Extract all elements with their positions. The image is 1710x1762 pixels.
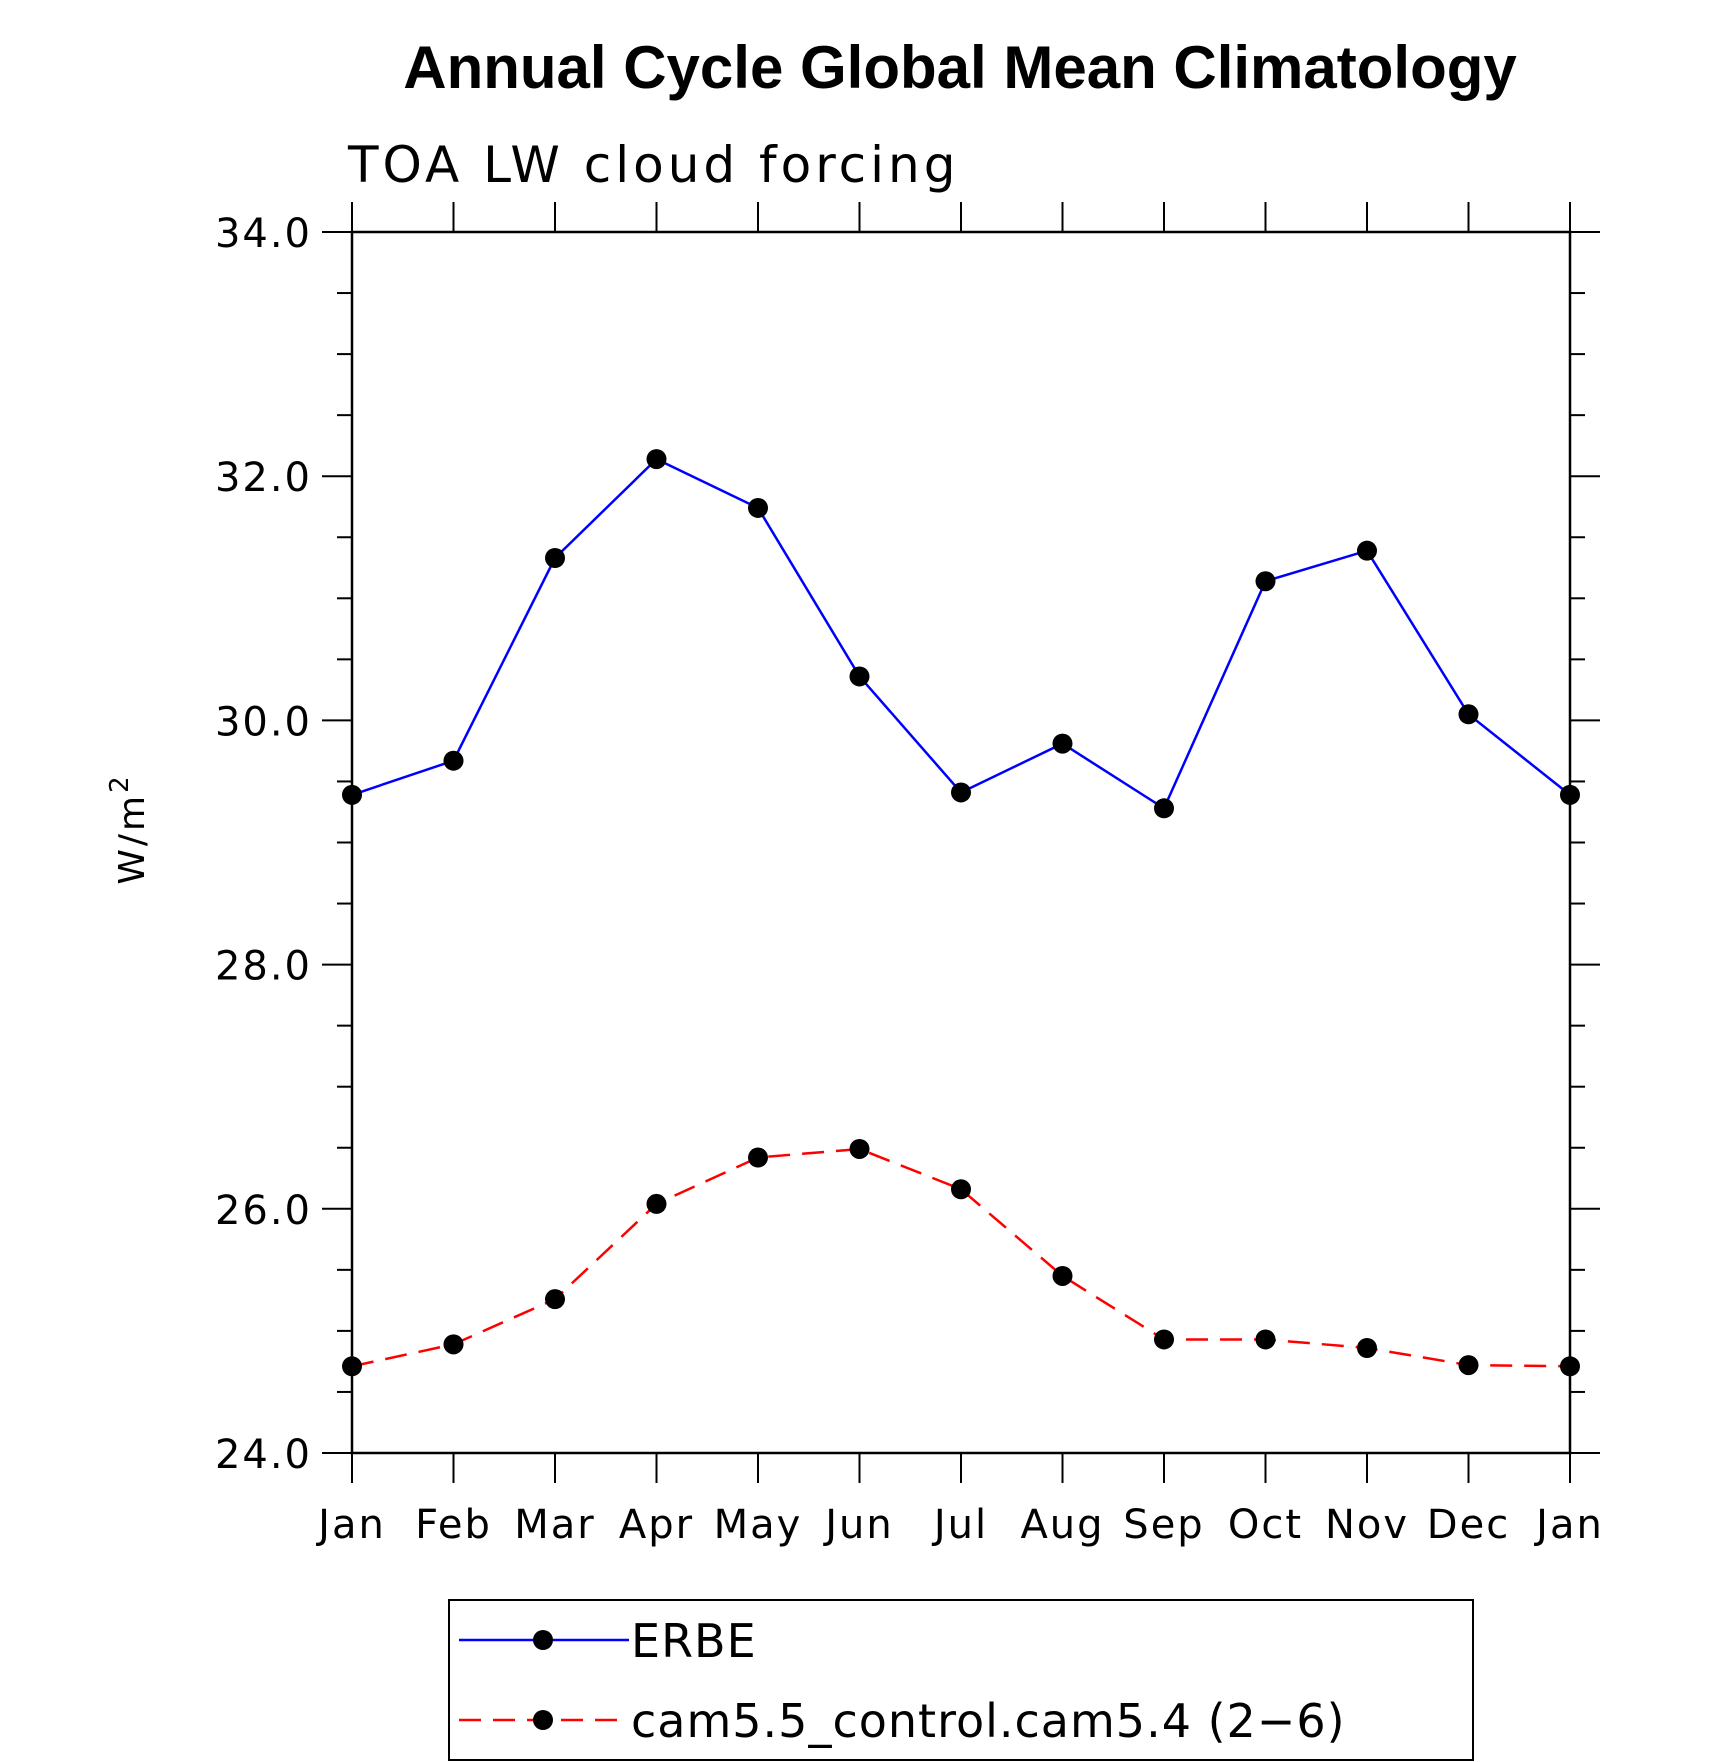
legend-entry-label: cam5.5_control.cam5.4 (2−6) — [631, 1694, 1346, 1748]
x-tick-label: May — [714, 1502, 803, 1548]
x-tick-label: Sep — [1123, 1502, 1204, 1548]
data-point — [951, 1179, 971, 1200]
data-point — [1255, 1329, 1276, 1350]
legend-box — [448, 1599, 1474, 1761]
data-point — [1154, 1329, 1174, 1350]
x-tick-label: Apr — [619, 1502, 694, 1548]
data-point — [849, 1138, 870, 1159]
svg-text:W/m2: W/m2 — [105, 773, 153, 884]
data-point — [646, 449, 667, 470]
plot-frame — [350, 230, 1572, 1455]
y-tick-label: 32.0 — [215, 455, 312, 501]
data-point — [1052, 733, 1073, 754]
series-2 — [342, 1138, 1580, 1377]
x-tick-label: Feb — [415, 1502, 492, 1548]
legend-entry-label: ERBE — [631, 1614, 757, 1668]
data-point — [1357, 540, 1377, 561]
y-tick-label: 26.0 — [215, 1188, 312, 1234]
series-line — [351, 457, 1571, 811]
y-axis-label: W/m2 — [105, 773, 153, 884]
chart-subtitle: TOA LW cloud forcing — [347, 136, 959, 194]
x-tick-label: Jan — [315, 1502, 386, 1548]
data-point — [443, 750, 464, 771]
axes: 24.0 26.0 28.0 30.0 32.0 34.0 Jan Feb Mar Apr May J… — [215, 202, 1604, 1548]
legend-swatch-marker — [533, 1710, 553, 1730]
x-tick-label: Mar — [514, 1502, 595, 1548]
series-1 — [342, 449, 1580, 819]
x-tick-label: Jan — [1533, 1502, 1604, 1548]
data-point — [849, 666, 870, 687]
data-point — [646, 1193, 667, 1214]
data-point — [1560, 1356, 1580, 1377]
data-point — [1052, 1265, 1073, 1286]
y-axis-label-superscript: 2 — [105, 773, 135, 793]
data-point — [1357, 1337, 1377, 1358]
data-point — [1154, 798, 1174, 819]
y-tick-label: 30.0 — [215, 699, 312, 745]
y-axis-label-text: W/m — [112, 793, 153, 885]
x-tick-label: Oct — [1228, 1502, 1303, 1548]
legend: ERBE cam5.5_control.cam5.4 (2−6) — [448, 1599, 1474, 1761]
x-tick-label: Jun — [822, 1502, 894, 1548]
data-point — [443, 1334, 464, 1355]
data-point — [748, 497, 768, 518]
data-point — [545, 548, 565, 569]
x-tick-label: Aug — [1020, 1502, 1104, 1548]
x-tick-label: Nov — [1325, 1502, 1409, 1548]
data-point — [342, 784, 362, 805]
data-point — [1255, 571, 1276, 592]
data-point — [1458, 1355, 1479, 1376]
y-tick-label: 24.0 — [215, 1432, 312, 1478]
x-tick-label: Dec — [1427, 1502, 1510, 1548]
data-point — [1560, 784, 1580, 805]
chart-title: Annual Cycle Global Mean Climatology — [403, 34, 1517, 101]
y-tick-label: 28.0 — [215, 944, 312, 990]
x-tick-label: Jul — [931, 1502, 988, 1548]
data-point — [1458, 704, 1479, 725]
data-point — [951, 782, 971, 803]
series-layer — [342, 449, 1580, 1377]
data-point — [545, 1289, 565, 1310]
legend-swatch-marker — [533, 1630, 553, 1650]
data-point — [342, 1356, 362, 1377]
data-point — [748, 1147, 768, 1168]
y-tick-label: 34.0 — [215, 211, 312, 257]
